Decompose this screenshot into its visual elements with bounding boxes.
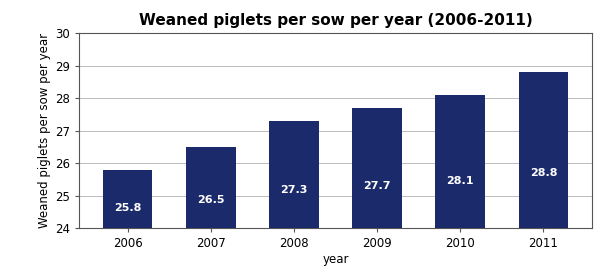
Bar xyxy=(352,108,402,278)
Text: 25.8: 25.8 xyxy=(114,203,142,212)
Text: 28.1: 28.1 xyxy=(447,177,474,187)
Bar xyxy=(102,170,152,278)
Bar xyxy=(186,147,235,278)
Y-axis label: Weaned piglets per sow per year: Weaned piglets per sow per year xyxy=(38,33,51,228)
Title: Weaned piglets per sow per year (2006-2011): Weaned piglets per sow per year (2006-20… xyxy=(138,13,533,28)
Bar xyxy=(269,121,319,278)
Bar xyxy=(436,95,485,278)
Text: 28.8: 28.8 xyxy=(529,168,557,178)
Text: 27.3: 27.3 xyxy=(280,185,307,195)
Text: 26.5: 26.5 xyxy=(197,195,224,205)
Text: 27.7: 27.7 xyxy=(364,181,391,191)
Bar xyxy=(518,72,569,278)
X-axis label: year: year xyxy=(322,253,349,266)
